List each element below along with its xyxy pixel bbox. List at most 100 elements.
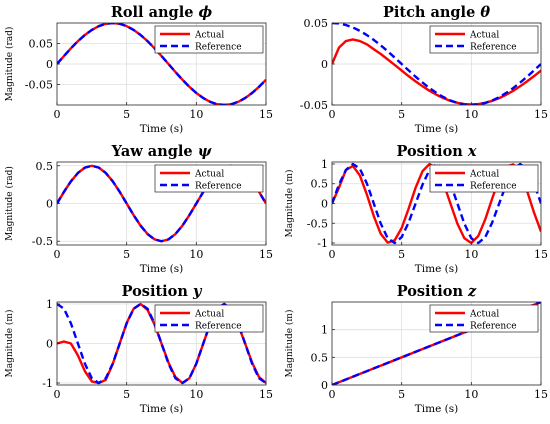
chart-title-text: Position <box>397 143 464 160</box>
y-tick-label: -0.5 <box>32 235 53 248</box>
legend-reference-label: Reference <box>470 322 517 332</box>
legend-actual-label: Actual <box>194 310 224 320</box>
x-tick-label: 0 <box>54 388 61 401</box>
x-tick-label: 5 <box>398 108 405 121</box>
legend: Actual Reference <box>154 25 264 54</box>
y-tick-label: 0 <box>321 198 328 211</box>
chart-title-symbol: y <box>192 283 203 300</box>
x-axis-label: Time (s) <box>140 123 183 135</box>
x-tick-label: 10 <box>189 108 203 121</box>
y-tick-label: 0 <box>46 198 53 211</box>
x-tick-label: 10 <box>464 248 478 261</box>
x-tick-label: 5 <box>123 108 130 121</box>
y-tick-label: 0.5 <box>311 351 329 364</box>
legend-reference-label: Reference <box>195 322 242 332</box>
chart-title-symbol: x <box>467 143 477 160</box>
y-tick-label: 0 <box>321 379 328 392</box>
x-tick-label: 15 <box>534 388 548 401</box>
x-axis-label: Time (s) <box>415 263 458 275</box>
chart-title: Position x <box>397 143 477 160</box>
chart-title: Roll angle ϕ <box>111 4 213 21</box>
legend-box <box>154 304 264 333</box>
x-tick-label: 15 <box>259 108 273 121</box>
legend-actual-label: Actual <box>469 31 499 41</box>
legend-reference-label: Reference <box>195 43 242 53</box>
legend-box <box>154 25 264 54</box>
x-axis-label: Time (s) <box>140 263 183 275</box>
x-tick-label: 0 <box>329 248 336 261</box>
legend-box <box>154 164 264 193</box>
y-tick-label: 1 <box>321 324 328 337</box>
chart-panel-4: 0 5 10 15 -1 -0.5 0 0.5 1 Position x Time (s) Magni… <box>284 143 548 275</box>
legend-actual-label: Actual <box>469 170 499 180</box>
x-tick-label: 5 <box>123 248 130 261</box>
legend-reference-label: Reference <box>470 182 517 192</box>
y-tick-label: -1 <box>42 377 53 390</box>
legend: Actual Reference <box>429 304 539 333</box>
y-tick-label: 0.5 <box>311 178 329 191</box>
legend-box <box>429 25 539 54</box>
x-tick-label: 15 <box>259 388 273 401</box>
y-tick-label: 0.5 <box>36 160 54 173</box>
x-tick-label: 10 <box>189 388 203 401</box>
axes-box <box>331 301 542 386</box>
x-axis-label: Time (s) <box>415 403 458 415</box>
chart-title-text: Yaw angle <box>111 143 193 160</box>
series-group <box>332 23 541 105</box>
y-axis-label: Magnitude (m) <box>284 310 295 378</box>
y-axis-label: Magnitude (m) <box>284 170 295 238</box>
legend-box <box>429 304 539 333</box>
y-tick-label: -0.5 <box>307 217 328 230</box>
chart-title-symbol: θ <box>480 4 490 21</box>
x-tick-label: 0 <box>329 108 336 121</box>
x-tick-label: 0 <box>54 108 61 121</box>
chart-title: Position z <box>397 283 477 300</box>
y-tick-label: 0.05 <box>29 38 54 51</box>
chart-title-symbol: ψ <box>198 143 213 160</box>
legend: Actual Reference <box>429 25 539 54</box>
x-tick-label: 15 <box>259 248 273 261</box>
legend-box <box>429 164 539 193</box>
y-tick-label: 1 <box>46 298 53 311</box>
y-tick-label: -0.05 <box>25 79 53 92</box>
y-tick-label: -0.05 <box>300 99 328 112</box>
legend: Actual Reference <box>429 164 539 193</box>
x-tick-label: 10 <box>464 388 478 401</box>
legend: Actual Reference <box>154 164 264 193</box>
chart-title: Pitch angle θ <box>383 4 490 21</box>
x-tick-label: 10 <box>189 248 203 261</box>
reference-series-line <box>332 23 541 105</box>
y-axis-label: Magnitude (rad) <box>4 166 15 241</box>
y-tick-label: 0.05 <box>304 17 329 30</box>
chart-title-text: Position <box>122 283 189 300</box>
x-tick-label: 5 <box>398 388 405 401</box>
chart-title-symbol: z <box>467 283 477 300</box>
legend-reference-label: Reference <box>195 182 242 192</box>
actual-series-line <box>332 38 541 105</box>
y-tick-label: 1 <box>321 158 328 171</box>
x-axis-label: Time (s) <box>415 123 458 135</box>
y-tick-label: 0 <box>46 338 53 351</box>
x-tick-label: 15 <box>534 248 548 261</box>
chart-title: Position y <box>122 283 203 300</box>
chart-title: Yaw angle ψ <box>111 143 213 160</box>
series-group <box>57 23 266 105</box>
chart-panel-1: 0 5 10 15 -0.05 0 0.05 Roll angle ϕ Time (s) Magn… <box>4 4 273 135</box>
x-tick-label: 5 <box>398 248 405 261</box>
x-tick-label: 5 <box>123 388 130 401</box>
chart-title-text: Position <box>397 283 464 300</box>
x-tick-label: 15 <box>534 108 548 121</box>
chart-title-symbol: ϕ <box>199 4 213 21</box>
legend-reference-label: Reference <box>470 43 517 53</box>
x-axis-label: Time (s) <box>140 403 183 415</box>
y-tick-label: 0 <box>321 58 328 71</box>
y-axis-label: Magnitude (rad) <box>4 27 15 102</box>
legend-actual-label: Actual <box>194 31 224 41</box>
legend: Actual Reference <box>154 304 264 333</box>
y-axis-label: Magnitude (m) <box>4 310 15 378</box>
legend-actual-label: Actual <box>194 170 224 180</box>
